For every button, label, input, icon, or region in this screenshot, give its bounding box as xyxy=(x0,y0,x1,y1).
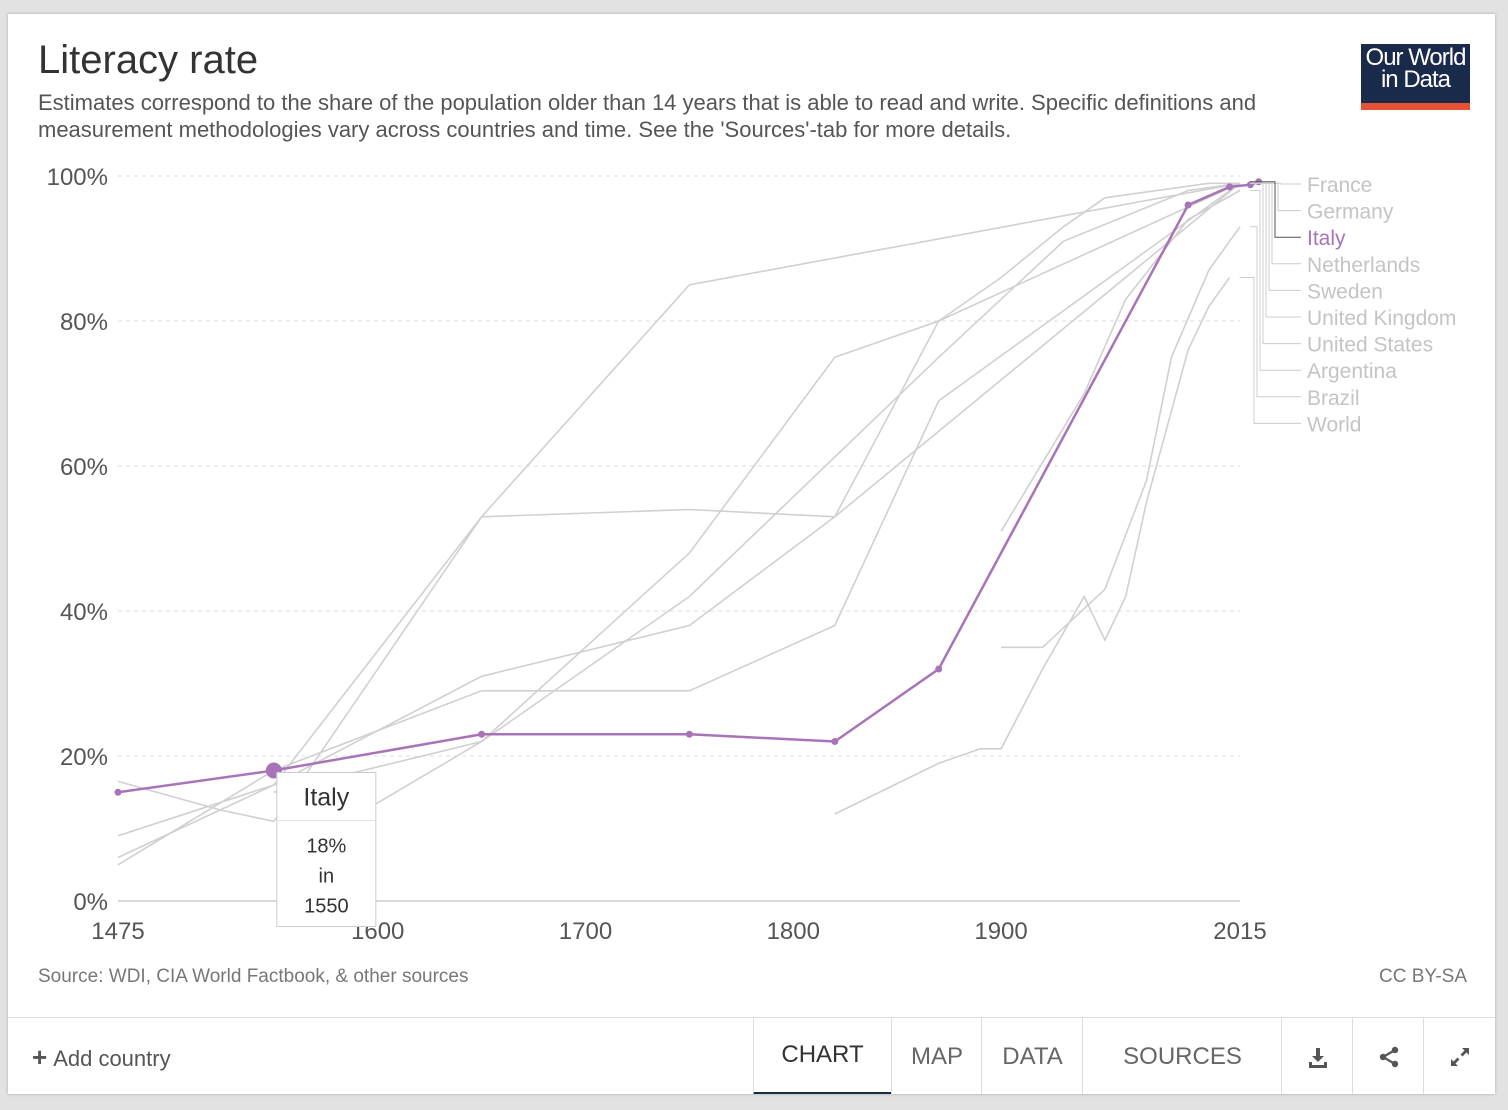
series-line-germany xyxy=(117,182,1241,859)
legend-label-united-kingdom: United Kingdom xyxy=(1307,307,1456,330)
legend: France Germany Italy Netherlands Sweden Unite… xyxy=(1239,174,1456,436)
tab-data[interactable]: DATA xyxy=(981,1018,1083,1094)
chart-card: Literacy rate Estimates correspond to th… xyxy=(8,14,1495,1094)
series-line-netherlands xyxy=(117,182,1241,837)
chart-subtitle: Estimates correspond to the share of the… xyxy=(38,90,1257,142)
tooltip-value: 18% xyxy=(306,836,346,858)
data-point xyxy=(1226,183,1234,191)
legend-label-argentina: Argentina xyxy=(1307,360,1397,383)
tooltip: Italy 18% in 1550 xyxy=(265,762,377,927)
legend-label-united-states: United States xyxy=(1307,334,1433,357)
legend-label-germany: Germany xyxy=(1307,201,1394,224)
y-tick-label: 100% xyxy=(47,164,108,191)
series-line-argentina xyxy=(1000,189,1241,532)
x-tick-label: 1475 xyxy=(91,918,144,945)
series-line-sweden xyxy=(117,182,1241,866)
legend-label-world: World xyxy=(1307,413,1361,436)
data-point xyxy=(831,738,839,745)
data-point xyxy=(935,665,943,673)
y-tick-label: 40% xyxy=(60,599,108,626)
y-tick-label: 20% xyxy=(60,744,108,771)
grid-lines xyxy=(118,175,1240,757)
legend-connector xyxy=(1239,277,1301,424)
share-icon xyxy=(1379,1046,1398,1067)
data-point xyxy=(478,730,486,738)
legend-label-netherlands: Netherlands xyxy=(1307,254,1420,277)
expand-icon xyxy=(1450,1047,1469,1066)
tooltip-box xyxy=(276,772,377,927)
owid-logo[interactable]: Our World in Data xyxy=(1361,44,1470,110)
tab-sources[interactable]: SOURCES xyxy=(1082,1018,1282,1094)
x-tick-label: 1800 xyxy=(767,918,820,945)
tooltip-year: 1550 xyxy=(304,896,349,918)
source-note: Source: WDI, CIA World Factbook, & other… xyxy=(38,966,469,987)
download-button[interactable] xyxy=(1281,1018,1353,1094)
x-tick-label: 1900 xyxy=(974,918,1027,945)
share-button[interactable] xyxy=(1352,1018,1424,1094)
logo-line-2: in Data xyxy=(1380,66,1451,93)
legend-connector xyxy=(1250,226,1301,398)
y-tick-label: 0% xyxy=(73,889,108,916)
x-tick-label: 1700 xyxy=(559,918,612,945)
series-line-united-kingdom xyxy=(273,182,1241,794)
tooltip-series-name: Italy xyxy=(303,784,349,812)
download-icon xyxy=(1308,1047,1327,1068)
data-point xyxy=(1184,201,1192,209)
add-country-label: Add country xyxy=(53,1046,171,1071)
tab-chart[interactable]: CHART xyxy=(753,1018,891,1094)
series-line-france xyxy=(117,182,1240,823)
legend-connector xyxy=(1250,190,1301,371)
series-line-united-states xyxy=(346,182,1241,822)
tab-map[interactable]: MAP xyxy=(891,1018,982,1094)
series-line-italy xyxy=(117,180,1260,794)
series-lines xyxy=(114,178,1263,866)
fullscreen-button[interactable] xyxy=(1423,1018,1495,1094)
chart-title: Literacy rate xyxy=(38,38,259,82)
y-tick-label: 60% xyxy=(60,454,108,481)
data-point xyxy=(685,730,693,738)
tooltip-in: in xyxy=(319,866,335,888)
plus-icon: + xyxy=(32,1042,48,1072)
logo-line-1: Our World xyxy=(1365,44,1467,71)
axes: 0%20%40%60%80%100%1475 1600 1700 1800 1900 20… xyxy=(47,164,1267,945)
legend-connector xyxy=(1250,182,1301,345)
line-chart: France Germany Italy Netherlands Sweden Unite… xyxy=(47,164,1457,945)
series-line-brazil xyxy=(1001,226,1241,649)
legend-label-italy: Italy xyxy=(1307,227,1346,250)
legend-connector xyxy=(1250,181,1301,238)
y-tick-label: 80% xyxy=(60,309,108,336)
footer-toolbar: + Add country CHART MAP DATA SOURCES xyxy=(8,1017,1495,1094)
legend-label-france: France xyxy=(1307,174,1372,197)
license-link[interactable]: CC BY-SA xyxy=(1379,966,1467,987)
x-tick-label: 2015 xyxy=(1213,918,1266,945)
legend-label-brazil: Brazil xyxy=(1307,387,1360,410)
data-point xyxy=(114,788,122,796)
series-line-world xyxy=(834,277,1231,815)
legend-label-sweden: Sweden xyxy=(1307,280,1383,303)
add-country-button[interactable]: + Add country xyxy=(32,1042,171,1073)
